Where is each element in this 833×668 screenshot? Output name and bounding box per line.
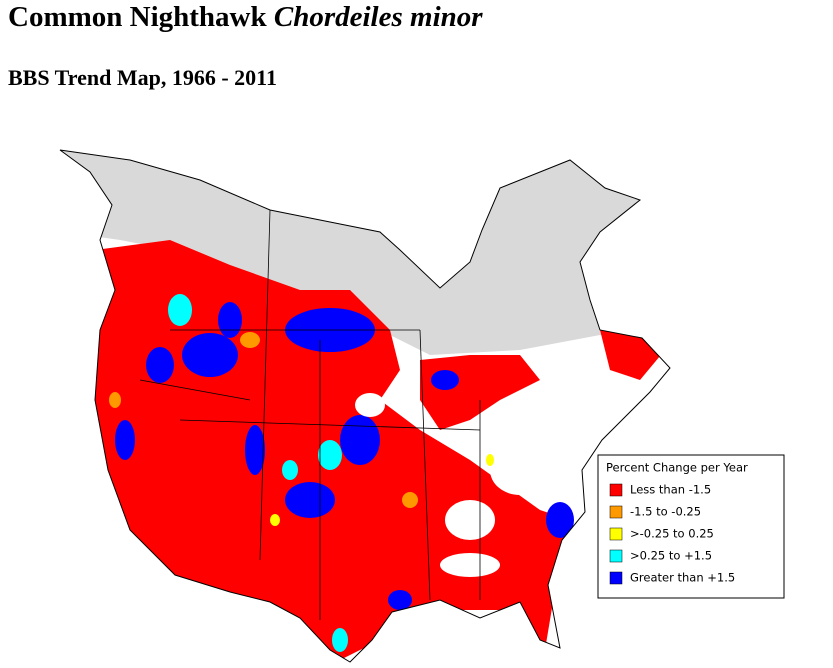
legend-label: >0.25 to +1.5 — [630, 549, 712, 563]
no-data — [445, 500, 495, 540]
stable — [486, 454, 494, 466]
boundary — [139, 209, 481, 620]
legend-title: Percent Change per Year — [606, 461, 748, 475]
increase-area — [146, 347, 174, 383]
common-name: Common Nighthawk — [8, 1, 267, 33]
scientific-name: Chordeiles minor — [273, 1, 483, 33]
stable — [270, 514, 280, 526]
small-decline — [240, 332, 260, 348]
increase-area — [115, 420, 135, 460]
legend-box — [597, 454, 785, 599]
small-increase — [318, 440, 342, 470]
no-data — [355, 393, 385, 417]
small-decline — [402, 492, 418, 508]
legend-swatch — [609, 549, 623, 563]
increase-area — [285, 482, 335, 518]
coastline — [59, 149, 671, 663]
small-increase — [282, 460, 298, 480]
increase-area — [245, 425, 265, 475]
title: Common Nighthawk Chordeiles minor — [8, 0, 483, 34]
small-increase — [168, 294, 192, 326]
increase-area — [182, 333, 238, 377]
legend-swatch — [609, 527, 623, 541]
range-edge — [60, 150, 670, 355]
legend: Percent Change per Year Less than -1.5 -1… — [597, 454, 785, 599]
small-decline — [109, 392, 121, 408]
legend-swatch — [609, 483, 623, 497]
small-increase — [332, 628, 348, 652]
increase-area — [340, 415, 380, 465]
increase-area — [218, 302, 242, 338]
legend-label: -1.5 to -0.25 — [630, 505, 701, 519]
no-data — [490, 445, 550, 495]
legend-swatch — [609, 505, 623, 519]
legend-swatch — [609, 571, 623, 585]
subtitle: BBS Trend Map, 1966 - 2011 — [8, 65, 277, 90]
no-data — [440, 553, 500, 577]
increase-area — [546, 502, 574, 538]
legend-label: Less than -1.5 — [630, 483, 711, 497]
legend-label: >-0.25 to 0.25 — [630, 527, 714, 541]
increase-area — [388, 590, 412, 610]
legend-label: Greater than +1.5 — [630, 571, 735, 585]
increase-area — [431, 370, 459, 390]
